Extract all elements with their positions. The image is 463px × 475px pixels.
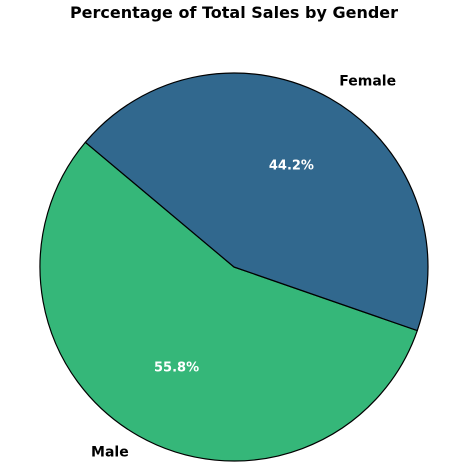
percent-label-female: 44.2% [269,158,314,173]
chart-title: Percentage of Total Sales by Gender [70,3,398,22]
slice-label-male: Male [91,445,129,461]
pie-slice-female [84,72,429,332]
percent-label-male: 55.8% [154,361,199,376]
slice-label-female: Female [339,73,396,89]
pie-labels: Male 55.8% Female 44.2% [91,73,396,460]
pie-slices [39,72,429,462]
pie-slice-male [39,141,418,462]
